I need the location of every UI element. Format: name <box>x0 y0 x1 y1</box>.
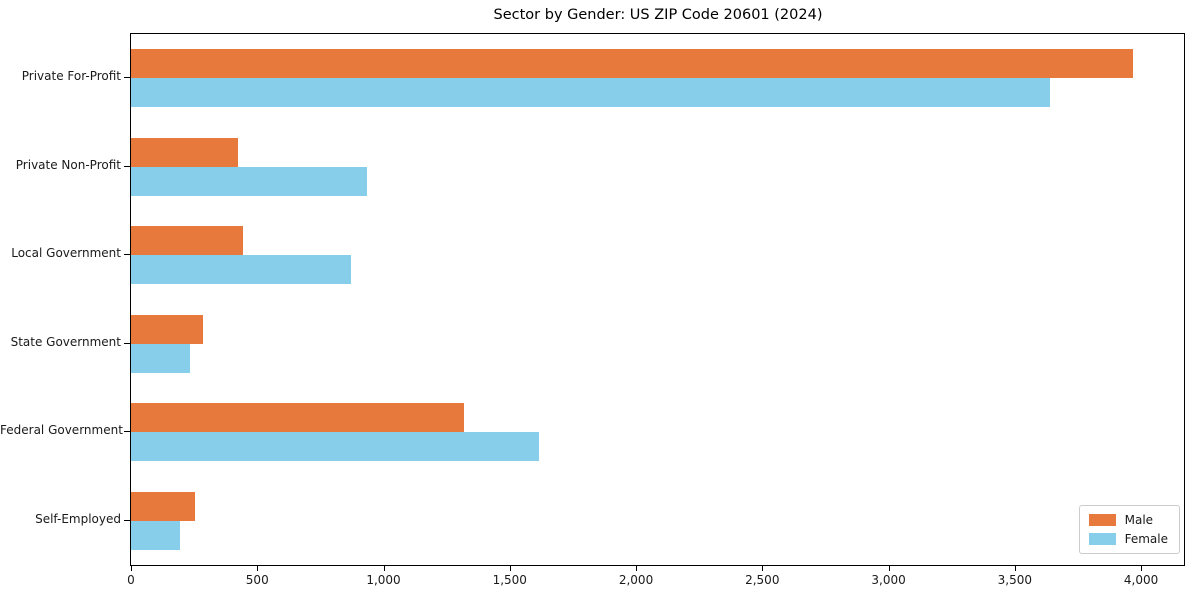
xtick-mark-0 <box>131 566 132 571</box>
xtick-label-2: 1,000 <box>366 573 401 587</box>
bar-female-4 <box>131 432 539 462</box>
xtick-mark-7 <box>1014 566 1016 571</box>
legend-label-female: Female <box>1124 532 1168 546</box>
chart-title: Sector by Gender: US ZIP Code 20601 (202… <box>493 7 823 23</box>
bar-male-3 <box>131 314 203 344</box>
ytick-label-2: Local Government <box>11 246 121 261</box>
xtick-label-3: 1,500 <box>492 573 527 587</box>
legend-item-male: Male <box>1088 513 1168 527</box>
ytick-label-0: Private For-Profit <box>21 69 121 84</box>
xtick-label-8: 4,000 <box>1123 573 1159 587</box>
xtick-mark-1 <box>257 566 259 571</box>
ytick-mark-0 <box>124 77 130 79</box>
plot-area: Male Female <box>130 33 1185 566</box>
ytick-label-4: Federal Government <box>0 423 123 438</box>
legend-item-female: Female <box>1088 532 1168 546</box>
xtick-mark-8 <box>1141 566 1143 571</box>
legend-swatch-male <box>1088 514 1116 526</box>
ytick-label-1: Private Non-Profit <box>15 157 121 172</box>
bar-female-0 <box>131 78 1050 108</box>
xtick-mark-2 <box>383 566 385 571</box>
xtick-mark-5 <box>762 566 764 571</box>
xtick-label-4: 2,000 <box>618 573 654 587</box>
bar-female-3 <box>131 343 190 373</box>
ytick-mark-5 <box>124 519 130 521</box>
xtick-label-1: 500 <box>245 573 269 587</box>
legend: Male Female <box>1078 505 1180 554</box>
xtick-label-7: 3,500 <box>997 573 1032 587</box>
ytick-mark-3 <box>124 342 130 344</box>
xtick-label-6: 3,000 <box>871 573 906 587</box>
ytick-mark-1 <box>124 165 130 167</box>
ytick-label-3: State Government <box>10 334 121 349</box>
xtick-mark-6 <box>888 566 890 571</box>
bar-male-5 <box>131 491 195 521</box>
xtick-label-0: 0 <box>127 573 135 587</box>
ytick-mark-2 <box>124 254 130 256</box>
bar-female-2 <box>131 255 351 285</box>
xtick-mark-3 <box>509 566 511 571</box>
bar-male-1 <box>131 137 238 167</box>
xtick-mark-4 <box>636 566 638 571</box>
xtick-label-5: 2,500 <box>745 573 780 587</box>
bar-female-1 <box>131 166 367 196</box>
legend-swatch-female <box>1088 533 1116 545</box>
bar-male-4 <box>131 403 464 433</box>
ytick-mark-4 <box>124 431 130 433</box>
bar-female-5 <box>131 520 180 550</box>
legend-label-male: Male <box>1124 513 1154 527</box>
bar-male-0 <box>131 49 1133 79</box>
bar-male-2 <box>131 226 243 256</box>
ytick-label-5: Self-Employed <box>35 511 121 526</box>
